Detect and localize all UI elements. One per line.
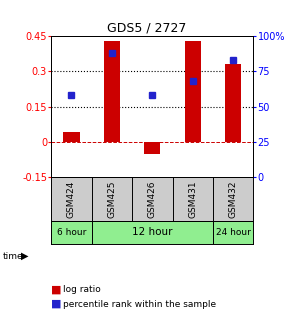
Text: log ratio: log ratio <box>63 285 101 294</box>
Bar <box>63 132 80 142</box>
Bar <box>92 221 213 244</box>
Text: GSM426: GSM426 <box>148 181 157 218</box>
Text: time: time <box>3 251 23 261</box>
Bar <box>104 41 120 142</box>
Text: GDS5 / 2727: GDS5 / 2727 <box>107 21 186 34</box>
Text: ■: ■ <box>51 284 62 294</box>
Text: GSM432: GSM432 <box>229 181 238 218</box>
Text: GSM431: GSM431 <box>188 181 197 218</box>
Bar <box>144 142 161 154</box>
Bar <box>213 221 253 244</box>
Bar <box>225 64 241 142</box>
Text: 24 hour: 24 hour <box>216 228 251 237</box>
Bar <box>185 41 201 142</box>
Text: 6 hour: 6 hour <box>57 228 86 237</box>
Text: GSM425: GSM425 <box>108 181 116 218</box>
Text: ■: ■ <box>51 299 62 309</box>
Text: GSM424: GSM424 <box>67 181 76 218</box>
Text: percentile rank within the sample: percentile rank within the sample <box>63 300 216 309</box>
Text: ▶: ▶ <box>21 251 29 261</box>
Text: 12 hour: 12 hour <box>132 228 173 237</box>
Bar <box>51 221 92 244</box>
